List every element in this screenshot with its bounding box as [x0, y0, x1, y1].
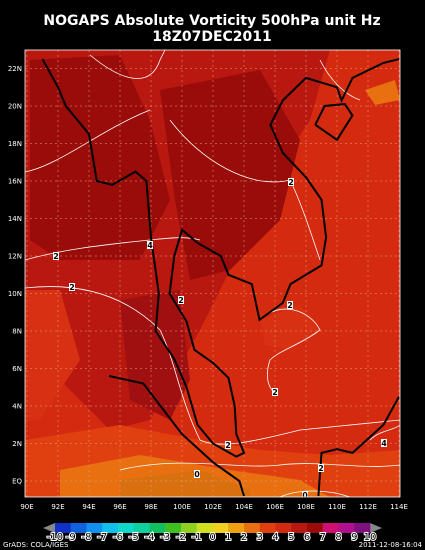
colorbar-arrow	[43, 523, 55, 533]
colorbar-label: -7	[97, 532, 107, 543]
contour-label-bg	[225, 441, 231, 449]
lon-label: 112E	[359, 503, 377, 511]
contour-label: 2	[318, 464, 324, 473]
colorbar-label: 5	[288, 532, 294, 543]
colorbar-label: -1	[192, 532, 202, 543]
contour-label-bg	[53, 252, 59, 260]
contour-label-bg	[302, 491, 308, 497]
lon-label: 100E	[173, 503, 191, 511]
lat-label: 16N	[8, 178, 22, 186]
lon-label: 114E	[390, 503, 408, 511]
lon-label: 92E	[51, 503, 64, 511]
lat-label: EQ	[12, 478, 22, 486]
lon-label: 108E	[297, 503, 315, 511]
contour-label-bg	[69, 283, 75, 291]
contour-label-bg	[147, 241, 153, 249]
colorbar-swatch	[338, 523, 355, 533]
lon-label: 110E	[328, 503, 346, 511]
map: 4 2 2 2 2 2 2 2 0 0 4 2	[25, 50, 400, 500]
colorbar-swatch	[165, 523, 182, 533]
colorbar-swatch	[149, 523, 166, 533]
contour-label: 0	[302, 491, 308, 500]
lat-label: 10N	[8, 290, 22, 298]
colorbar-label: 9	[351, 532, 357, 543]
contour-label-bg	[288, 178, 294, 186]
contour-label: 2	[178, 296, 184, 305]
colorbar-swatch	[55, 523, 72, 533]
footer-left: GrADS: COLA/IGES	[3, 541, 69, 549]
contour-label-bg	[178, 296, 184, 304]
colorbar-label: -8	[82, 532, 92, 543]
colorbar-label: 10	[364, 532, 377, 543]
colorbar-label: 1	[225, 532, 231, 543]
contour-label-bg	[381, 439, 387, 447]
colorbar-arrow	[370, 523, 382, 533]
contour-label: 2	[225, 441, 231, 450]
lat-label: 22N	[8, 65, 22, 73]
lat-label: 4N	[12, 403, 22, 411]
colorbar-swatch	[196, 523, 213, 533]
colorbar-label: -2	[176, 532, 186, 543]
colorbar-label: 3	[257, 532, 263, 543]
colorbar-swatch	[244, 523, 261, 533]
colorbar-label: -5	[129, 532, 139, 543]
colorbar-label: 8	[335, 532, 341, 543]
contour-label-bg	[318, 464, 324, 472]
colorbar-label: -6	[113, 532, 123, 543]
contour-label-bg	[287, 301, 293, 309]
lon-label: 94E	[82, 503, 95, 511]
colorbar-label: -9	[66, 532, 76, 543]
contour-label: 2	[69, 283, 75, 292]
colorbar-swatch	[212, 523, 229, 533]
contour-label: 4	[381, 439, 387, 448]
colorbar-label: -4	[145, 532, 155, 543]
colorbar-label: -10	[47, 532, 63, 543]
lat-label: 6N	[12, 365, 22, 373]
colorbar-swatch	[307, 523, 324, 533]
colorbar-label: 2	[241, 532, 247, 543]
colorbar-swatch	[181, 523, 198, 533]
colorbar-label: 7	[320, 532, 326, 543]
lon-label: 106E	[266, 503, 284, 511]
colorbar-label: 6	[304, 532, 310, 543]
map-frame	[24, 49, 401, 498]
colorbar-swatch	[275, 523, 292, 533]
contour-label: 2	[288, 178, 294, 187]
title: NOGAPS Absolute Vorticity 500hPa unit Hz	[43, 13, 380, 29]
lon-label: 104E	[235, 503, 253, 511]
contour-label: 2	[53, 252, 59, 261]
lon-label: 96E	[113, 503, 126, 511]
colorbar-label: -3	[160, 532, 170, 543]
subtitle: 18Z07DEC2011	[152, 29, 272, 45]
contour-label-bg	[194, 470, 200, 478]
contour-label-bg	[272, 388, 278, 396]
footer-right: 2011-12-08-16:04	[359, 541, 423, 549]
colorbar-swatch	[354, 523, 371, 533]
lat-label: 14N	[8, 215, 22, 223]
colorbar-swatch	[291, 523, 308, 533]
colorbar-swatch	[228, 523, 245, 533]
lat-label: 18N	[8, 140, 22, 148]
colorbar-swatch	[133, 523, 150, 533]
lat-label: 20N	[8, 103, 22, 111]
colorbar-swatch	[322, 523, 339, 533]
colorbar-swatch	[86, 523, 103, 533]
contour-label: 4	[147, 241, 153, 250]
colorbar-swatch	[70, 523, 87, 533]
contour-label: 2	[287, 301, 293, 310]
lon-label: 98E	[144, 503, 157, 511]
colorbar-swatch	[259, 523, 276, 533]
contour-label: 2	[272, 388, 278, 397]
contour-label: 0	[194, 470, 200, 479]
lat-label: 8N	[12, 328, 22, 336]
lat-label: 12N	[8, 253, 22, 261]
colorbar-label: 4	[272, 532, 278, 543]
colorbar-label: 0	[209, 532, 215, 543]
lon-label: 90E	[20, 503, 33, 511]
lon-label: 102E	[204, 503, 222, 511]
lat-label: 2N	[12, 440, 22, 448]
colorbar-swatch	[118, 523, 135, 533]
colorbar-swatch	[102, 523, 119, 533]
